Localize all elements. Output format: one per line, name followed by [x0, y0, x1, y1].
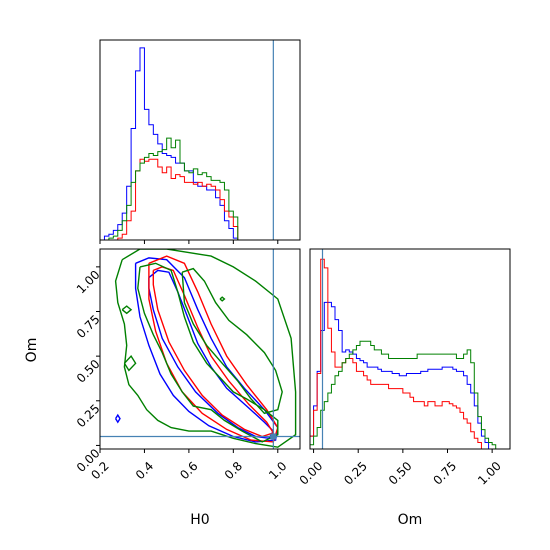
contour-2-3	[121, 305, 133, 315]
h0-tick-label-4: 1.0	[266, 459, 289, 482]
om-y-tick-label-2: 0.50	[74, 357, 103, 386]
om-tick-label-0: 0.00	[297, 459, 326, 488]
contour-2-5	[219, 296, 226, 302]
om-tick-label-1: 0.25	[341, 459, 370, 488]
om-histogram-series-1	[310, 258, 500, 449]
om-tick-label-3: 0.75	[430, 459, 459, 488]
contour-panel-frame	[99, 248, 301, 450]
om-histogram-panel: 0.00 0.25 0.50 0.75 1.00	[297, 248, 511, 488]
contour-0-0	[148, 269, 275, 440]
om-histogram-series-2	[310, 340, 500, 449]
contour-2-2	[181, 267, 283, 415]
om-histogram-series-0	[310, 301, 500, 449]
truth-marker	[270, 433, 277, 440]
contour-0-2	[115, 413, 121, 424]
om-y-tick-label-1: 0.25	[74, 401, 103, 430]
om-tick-label-4: 1.00	[475, 459, 504, 488]
contour-2-4	[123, 354, 137, 372]
om-y-axis-label: Om	[24, 338, 40, 363]
om-histogram-frame	[309, 248, 511, 450]
h0-tick-label-2: 0.6	[177, 459, 200, 482]
contour-2-0	[137, 262, 279, 443]
contour-2-1	[114, 249, 297, 448]
om-axis-label: Om	[398, 512, 423, 528]
om-y-tick-label-3: 0.75	[74, 312, 103, 341]
contour-0-1	[134, 257, 279, 443]
h0-histogram-frame	[99, 39, 301, 241]
h0-tick-label-3: 0.8	[222, 459, 245, 482]
h0-om-contour-panel: 0.2 0.4 0.6 0.8 1.00.000.250.500.751.00	[74, 248, 301, 482]
om-y-tick-label-4: 1.00	[74, 268, 103, 297]
h0-tick-label-1: 0.4	[133, 459, 156, 482]
h0-axis-label: H0	[190, 512, 209, 528]
h0-histogram-series-1	[100, 158, 243, 240]
om-tick-label-2: 0.50	[386, 459, 415, 488]
h0-histogram-series-2	[100, 137, 243, 240]
h0-histogram-panel	[99, 39, 301, 244]
